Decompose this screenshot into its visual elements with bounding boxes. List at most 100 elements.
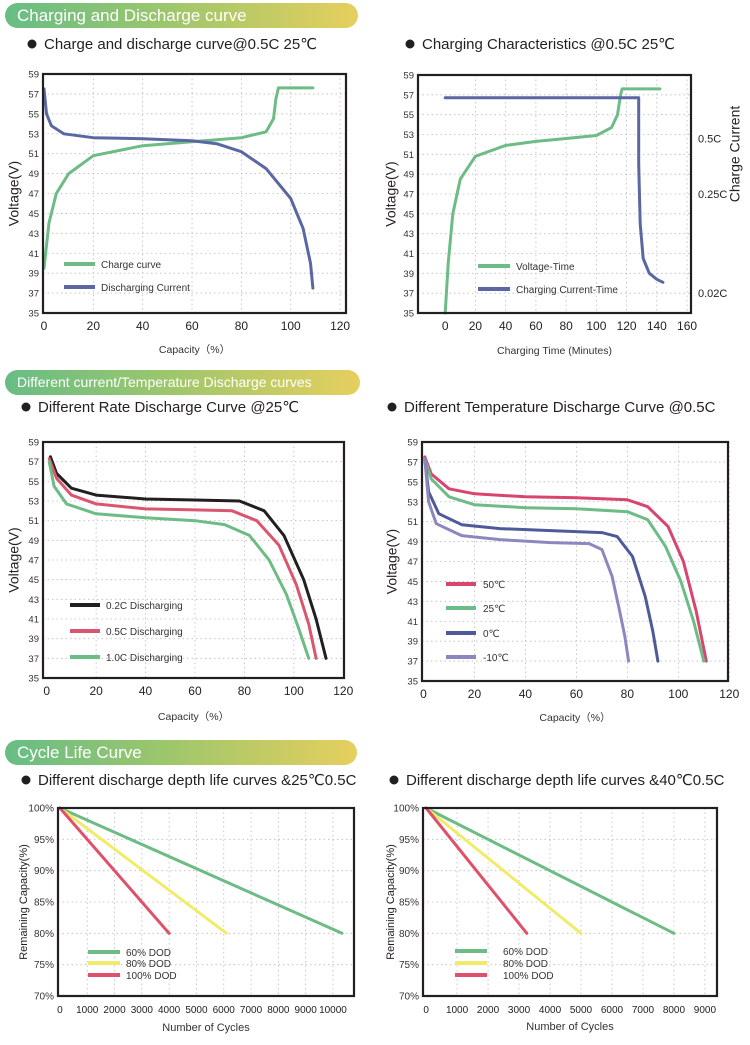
x-tick-label: 0 bbox=[57, 1005, 63, 1016]
y-tick-label: 80% bbox=[399, 929, 419, 940]
y-tick-label: 43 bbox=[403, 229, 414, 240]
x-tick-label: 100 bbox=[668, 687, 688, 701]
x-tick-label: 4000 bbox=[539, 1005, 562, 1016]
y-tick-label: 37 bbox=[407, 657, 418, 668]
plot-frame bbox=[56, 806, 356, 998]
y-axis-label: Voltage(V) bbox=[383, 161, 399, 226]
bullet-icon bbox=[27, 39, 37, 49]
legend-label: 50℃ bbox=[483, 580, 505, 591]
x-tick-label: 10000 bbox=[319, 1005, 347, 1016]
bullet-icon bbox=[387, 402, 397, 412]
y-tick-label: 45 bbox=[403, 209, 414, 220]
x-tick-label: 80 bbox=[621, 687, 635, 701]
x-tick-label: 80 bbox=[238, 684, 252, 698]
y-tick-label: 45 bbox=[28, 575, 39, 586]
chart-4: Different Temperature Discharge Curve @0… bbox=[384, 399, 740, 724]
y-tick-label: 49 bbox=[28, 169, 39, 180]
x-tick-label: 80 bbox=[235, 319, 249, 333]
chart-2: Charging Characteristics @0.5C 25℃ 35 37 39… bbox=[383, 36, 743, 357]
chart-title: Different Rate Discharge Curve @25℃ bbox=[38, 399, 299, 416]
y-tick-label: 53 bbox=[28, 497, 39, 508]
y-tick-label: 39 bbox=[28, 634, 39, 645]
legend-label: 80% DOD bbox=[503, 959, 548, 970]
series-line-1 bbox=[48, 455, 328, 660]
y-tick-label: 47 bbox=[28, 556, 39, 567]
y-tick-label: 53 bbox=[403, 130, 414, 141]
y-tick-label: 41 bbox=[28, 249, 39, 260]
chart-1: Charge and discharge curve@0.5C 25℃ 35 37 3… bbox=[6, 36, 351, 356]
x-tick-label: 1000 bbox=[76, 1005, 99, 1016]
section-banner-discharge: Different current/Temperature Discharge … bbox=[5, 370, 360, 395]
x-tick-label: 8000 bbox=[663, 1005, 686, 1016]
plot-area bbox=[423, 808, 717, 996]
series-line-3 bbox=[58, 806, 171, 935]
chart-title: Different discharge depth life curves &4… bbox=[406, 772, 725, 789]
y2-tick-label: 0.5C bbox=[698, 133, 721, 145]
bullet-icon bbox=[389, 775, 399, 785]
y-tick-label: 75% bbox=[399, 960, 419, 971]
x-tick-label: 3000 bbox=[508, 1005, 531, 1016]
y-tick-label: 41 bbox=[28, 615, 39, 626]
legend-label: 100% DOD bbox=[126, 971, 177, 982]
y-tick-label: 37 bbox=[28, 654, 39, 665]
y-tick-label: 85% bbox=[34, 898, 54, 909]
x-tick-label: 9000 bbox=[295, 1005, 318, 1016]
y-tick-label: 70% bbox=[399, 992, 419, 1003]
x-tick-label: 60 bbox=[570, 687, 584, 701]
legend-label: 80% DOD bbox=[126, 959, 171, 970]
y-tick-label: 47 bbox=[28, 189, 39, 200]
y-tick-label: 45 bbox=[28, 209, 39, 220]
x-tick-label: 6000 bbox=[213, 1005, 236, 1016]
y-tick-label: 95% bbox=[399, 835, 419, 846]
y-tick-label: 59 bbox=[407, 438, 418, 449]
y-tick-label: 43 bbox=[407, 597, 418, 608]
chart-title: Charge and discharge curve@0.5C 25℃ bbox=[44, 36, 317, 53]
y-tick-label: 55 bbox=[407, 477, 418, 488]
y-tick-label: 55 bbox=[403, 110, 414, 121]
y-tick-label: 70% bbox=[34, 992, 54, 1003]
x-tick-label: 5000 bbox=[570, 1005, 593, 1016]
x-tick-label: 60 bbox=[185, 319, 199, 333]
series-line-2 bbox=[42, 87, 315, 290]
x-tick-label: 6000 bbox=[601, 1005, 624, 1016]
x-tick-label: 2000 bbox=[103, 1005, 126, 1016]
legend-label: 100% DOD bbox=[503, 971, 554, 982]
legend-label: 1.0C Discharging bbox=[106, 653, 183, 664]
section-banner-charging: Charging and Discharge curve bbox=[5, 3, 358, 28]
y-tick-label: 51 bbox=[28, 149, 39, 160]
chart-3: Different Rate Discharge Curve @25℃ 35 37 3… bbox=[6, 399, 354, 723]
series-line-1 bbox=[423, 455, 708, 663]
x-tick-label: 40 bbox=[139, 684, 153, 698]
legend-label: -10℃ bbox=[483, 653, 509, 664]
y-tick-label: 47 bbox=[407, 557, 418, 568]
x-tick-label: 20 bbox=[468, 687, 482, 701]
y-tick-label: 59 bbox=[403, 71, 414, 82]
plot-frame bbox=[416, 73, 693, 315]
plot-frame bbox=[420, 440, 730, 683]
y-tick-label: 57 bbox=[403, 90, 414, 101]
x-tick-label: 100 bbox=[281, 319, 301, 333]
x-tick-label: 5000 bbox=[185, 1005, 208, 1016]
y-tick-label: 39 bbox=[28, 269, 39, 280]
series-line-2 bbox=[424, 806, 583, 935]
x-tick-label: 20 bbox=[87, 319, 101, 333]
x-tick-label: 4000 bbox=[158, 1005, 181, 1016]
y-tick-label: 57 bbox=[28, 89, 39, 100]
y-tick-label: 49 bbox=[28, 536, 39, 547]
chart-5: Different discharge depth life curves &2… bbox=[18, 772, 357, 1034]
y-tick-label: 41 bbox=[407, 617, 418, 628]
y-tick-label: 80% bbox=[34, 929, 54, 940]
x-tick-label: 120 bbox=[330, 319, 350, 333]
series-line-2 bbox=[443, 96, 665, 284]
y-tick-label: 35 bbox=[403, 309, 414, 320]
y-tick-label: 37 bbox=[403, 289, 414, 300]
x-tick-label: 40 bbox=[499, 319, 513, 333]
y-tick-label: 39 bbox=[403, 269, 414, 280]
chart-6: Different discharge depth life curves &4… bbox=[385, 772, 725, 1033]
y-tick-label: 35 bbox=[28, 309, 39, 320]
x-tick-label: 1000 bbox=[446, 1005, 469, 1016]
y-tick-label: 100% bbox=[28, 804, 54, 815]
x-tick-label: 2000 bbox=[477, 1005, 500, 1016]
y-tick-label: 85% bbox=[399, 898, 419, 909]
